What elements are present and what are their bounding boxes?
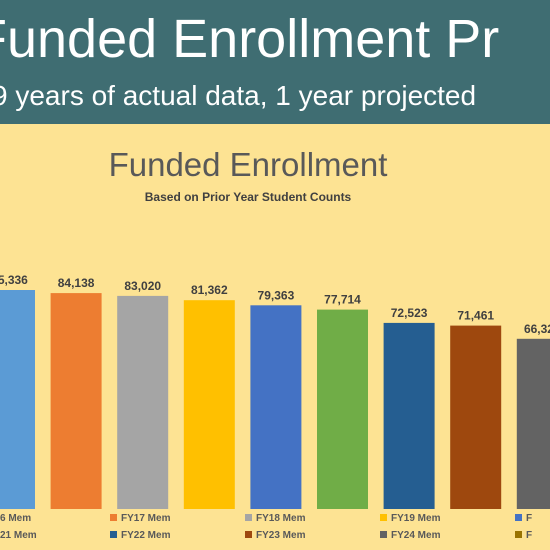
bar-fy20-mem (250, 305, 302, 509)
legend-swatch (515, 531, 522, 538)
legend-swatch (110, 514, 117, 521)
legend-label: F (526, 530, 532, 541)
legend-swatch (110, 531, 117, 538)
legend-label: FY23 Mem (256, 530, 306, 541)
slide-subtitle: 9 years of actual data, 1 year projected (0, 80, 477, 111)
data-label: 85,336 (0, 273, 28, 287)
bar-fy24-mem (516, 338, 550, 509)
bar-fy21-mem (317, 309, 368, 509)
bar-fy22-mem (383, 322, 435, 509)
bar-group (0, 290, 550, 509)
data-label: 66,321 (524, 322, 550, 336)
legend-label: FY18 Mem (256, 513, 306, 524)
bar-fy16-mem (0, 290, 35, 509)
bar-fy17-mem (50, 293, 102, 509)
legend-label: FY17 Mem (121, 513, 171, 524)
legend-swatch (245, 514, 252, 521)
data-label: 79,363 (258, 288, 295, 302)
legend-swatch (515, 514, 522, 521)
slide-title: Funded Enrollment Pr (0, 9, 500, 69)
legend-label: 6 Mem (0, 513, 31, 524)
legend-label: F (526, 513, 532, 524)
data-label: 71,461 (457, 309, 494, 323)
legend-label: 21 Mem (0, 530, 37, 541)
data-label: 72,523 (391, 306, 428, 320)
legend: 6 Mem FY17 Mem FY18 Mem FY19 Mem F 21 Mem FY22… (0, 513, 532, 541)
bar-fy23-mem (450, 325, 502, 509)
chart-title: Funded Enrollment (108, 146, 388, 183)
bar-fy19-mem (183, 300, 235, 509)
legend-swatch (380, 514, 387, 521)
data-label-group: 85,336 84,138 83,020 81,362 79,363 77,714 72,5… (0, 273, 550, 336)
slide-banner: Funded Enrollment Pr 9 years of actual d… (0, 0, 550, 124)
bar-fy18-mem (117, 295, 169, 509)
data-label: 84,138 (58, 276, 95, 290)
legend-label: FY24 Mem (391, 530, 441, 541)
legend-label: FY22 Mem (121, 530, 171, 541)
data-label: 81,362 (191, 283, 228, 297)
data-label: 83,020 (124, 279, 161, 293)
legend-swatch (380, 531, 387, 538)
chart-subtitle: Based on Prior Year Student Counts (144, 190, 352, 204)
data-label: 77,714 (324, 293, 361, 307)
legend-swatch (245, 531, 252, 538)
legend-label: FY19 Mem (391, 513, 441, 524)
